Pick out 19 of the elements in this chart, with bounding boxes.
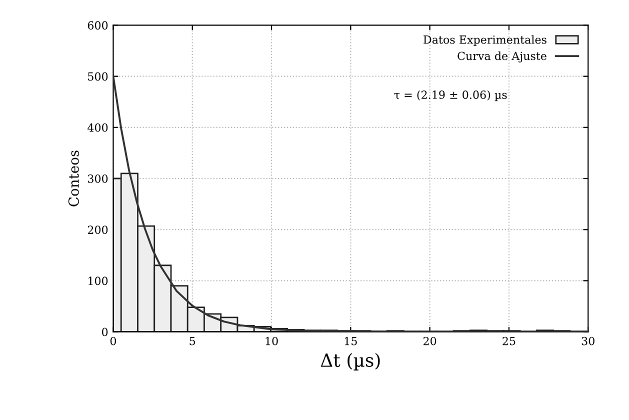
- x-tick-label: 30: [582, 336, 594, 346]
- y-tick-label: 300: [88, 174, 108, 183]
- legend-label: Datos Experimentales: [424, 35, 546, 46]
- x-tick-label: 5: [190, 337, 196, 346]
- y-axis-title: Conteos: [68, 150, 79, 206]
- x-tick-label: 10: [266, 336, 278, 346]
- x-tick-label: 15: [344, 336, 357, 346]
- annotation: τ = (2.19 ± 0.06) µs: [394, 90, 507, 102]
- legend-label: Curva de Ajuste: [458, 52, 546, 62]
- y-tick-label: 400: [87, 123, 108, 132]
- x-tick-label: 0: [110, 336, 116, 346]
- y-tick-label: 0: [102, 328, 108, 336]
- y-tick-label: 200: [88, 226, 108, 234]
- x-tick-label: 25: [502, 336, 516, 346]
- x-axis-title: Δt (µs): [320, 352, 380, 370]
- y-tick-label: 600: [88, 21, 108, 30]
- y-tick-label: 500: [88, 72, 108, 81]
- x-tick-label: 20: [424, 336, 436, 346]
- y-tick-label: 100: [88, 276, 108, 286]
